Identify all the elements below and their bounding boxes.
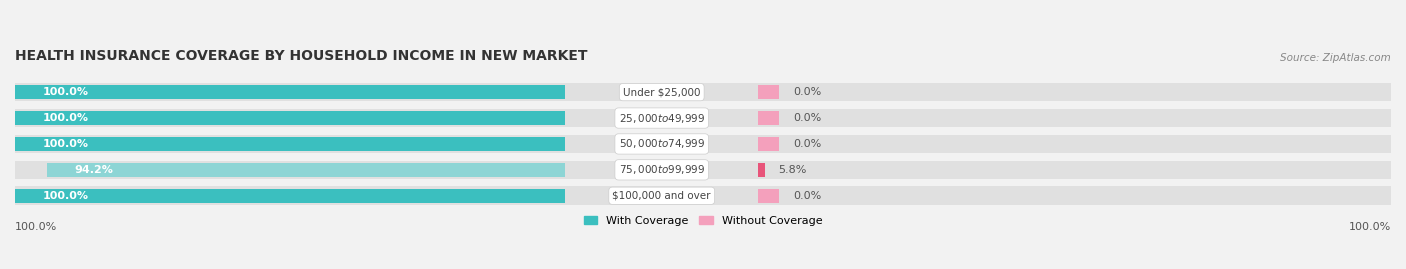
Text: Under $25,000: Under $25,000 xyxy=(623,87,700,97)
Bar xyxy=(15,83,1391,101)
Bar xyxy=(15,85,565,99)
Bar xyxy=(758,163,765,177)
Text: 100.0%: 100.0% xyxy=(42,139,89,149)
Text: 94.2%: 94.2% xyxy=(75,165,114,175)
Bar xyxy=(758,111,779,125)
Bar xyxy=(15,186,1391,205)
Text: $50,000 to $74,999: $50,000 to $74,999 xyxy=(619,137,704,150)
Bar xyxy=(15,189,565,203)
Bar xyxy=(15,137,565,151)
Bar xyxy=(15,111,565,125)
Bar xyxy=(15,161,1391,179)
Bar xyxy=(15,109,1391,128)
Bar xyxy=(46,163,565,177)
Bar xyxy=(15,134,1391,153)
Text: HEALTH INSURANCE COVERAGE BY HOUSEHOLD INCOME IN NEW MARKET: HEALTH INSURANCE COVERAGE BY HOUSEHOLD I… xyxy=(15,49,588,63)
Text: Source: ZipAtlas.com: Source: ZipAtlas.com xyxy=(1281,53,1391,63)
Text: 100.0%: 100.0% xyxy=(42,113,89,123)
Legend: With Coverage, Without Coverage: With Coverage, Without Coverage xyxy=(583,216,823,226)
Text: 5.8%: 5.8% xyxy=(779,165,807,175)
Text: 0.0%: 0.0% xyxy=(793,113,821,123)
Text: $100,000 and over: $100,000 and over xyxy=(613,191,711,201)
Text: 0.0%: 0.0% xyxy=(793,139,821,149)
Text: $75,000 to $99,999: $75,000 to $99,999 xyxy=(619,163,704,176)
Text: 0.0%: 0.0% xyxy=(793,87,821,97)
Bar xyxy=(758,189,779,203)
Text: 0.0%: 0.0% xyxy=(793,191,821,201)
Text: 100.0%: 100.0% xyxy=(42,87,89,97)
Bar xyxy=(758,85,779,99)
Text: 100.0%: 100.0% xyxy=(15,222,58,232)
Text: $25,000 to $49,999: $25,000 to $49,999 xyxy=(619,112,704,125)
Text: 100.0%: 100.0% xyxy=(42,191,89,201)
Bar xyxy=(758,137,779,151)
Text: 100.0%: 100.0% xyxy=(1348,222,1391,232)
